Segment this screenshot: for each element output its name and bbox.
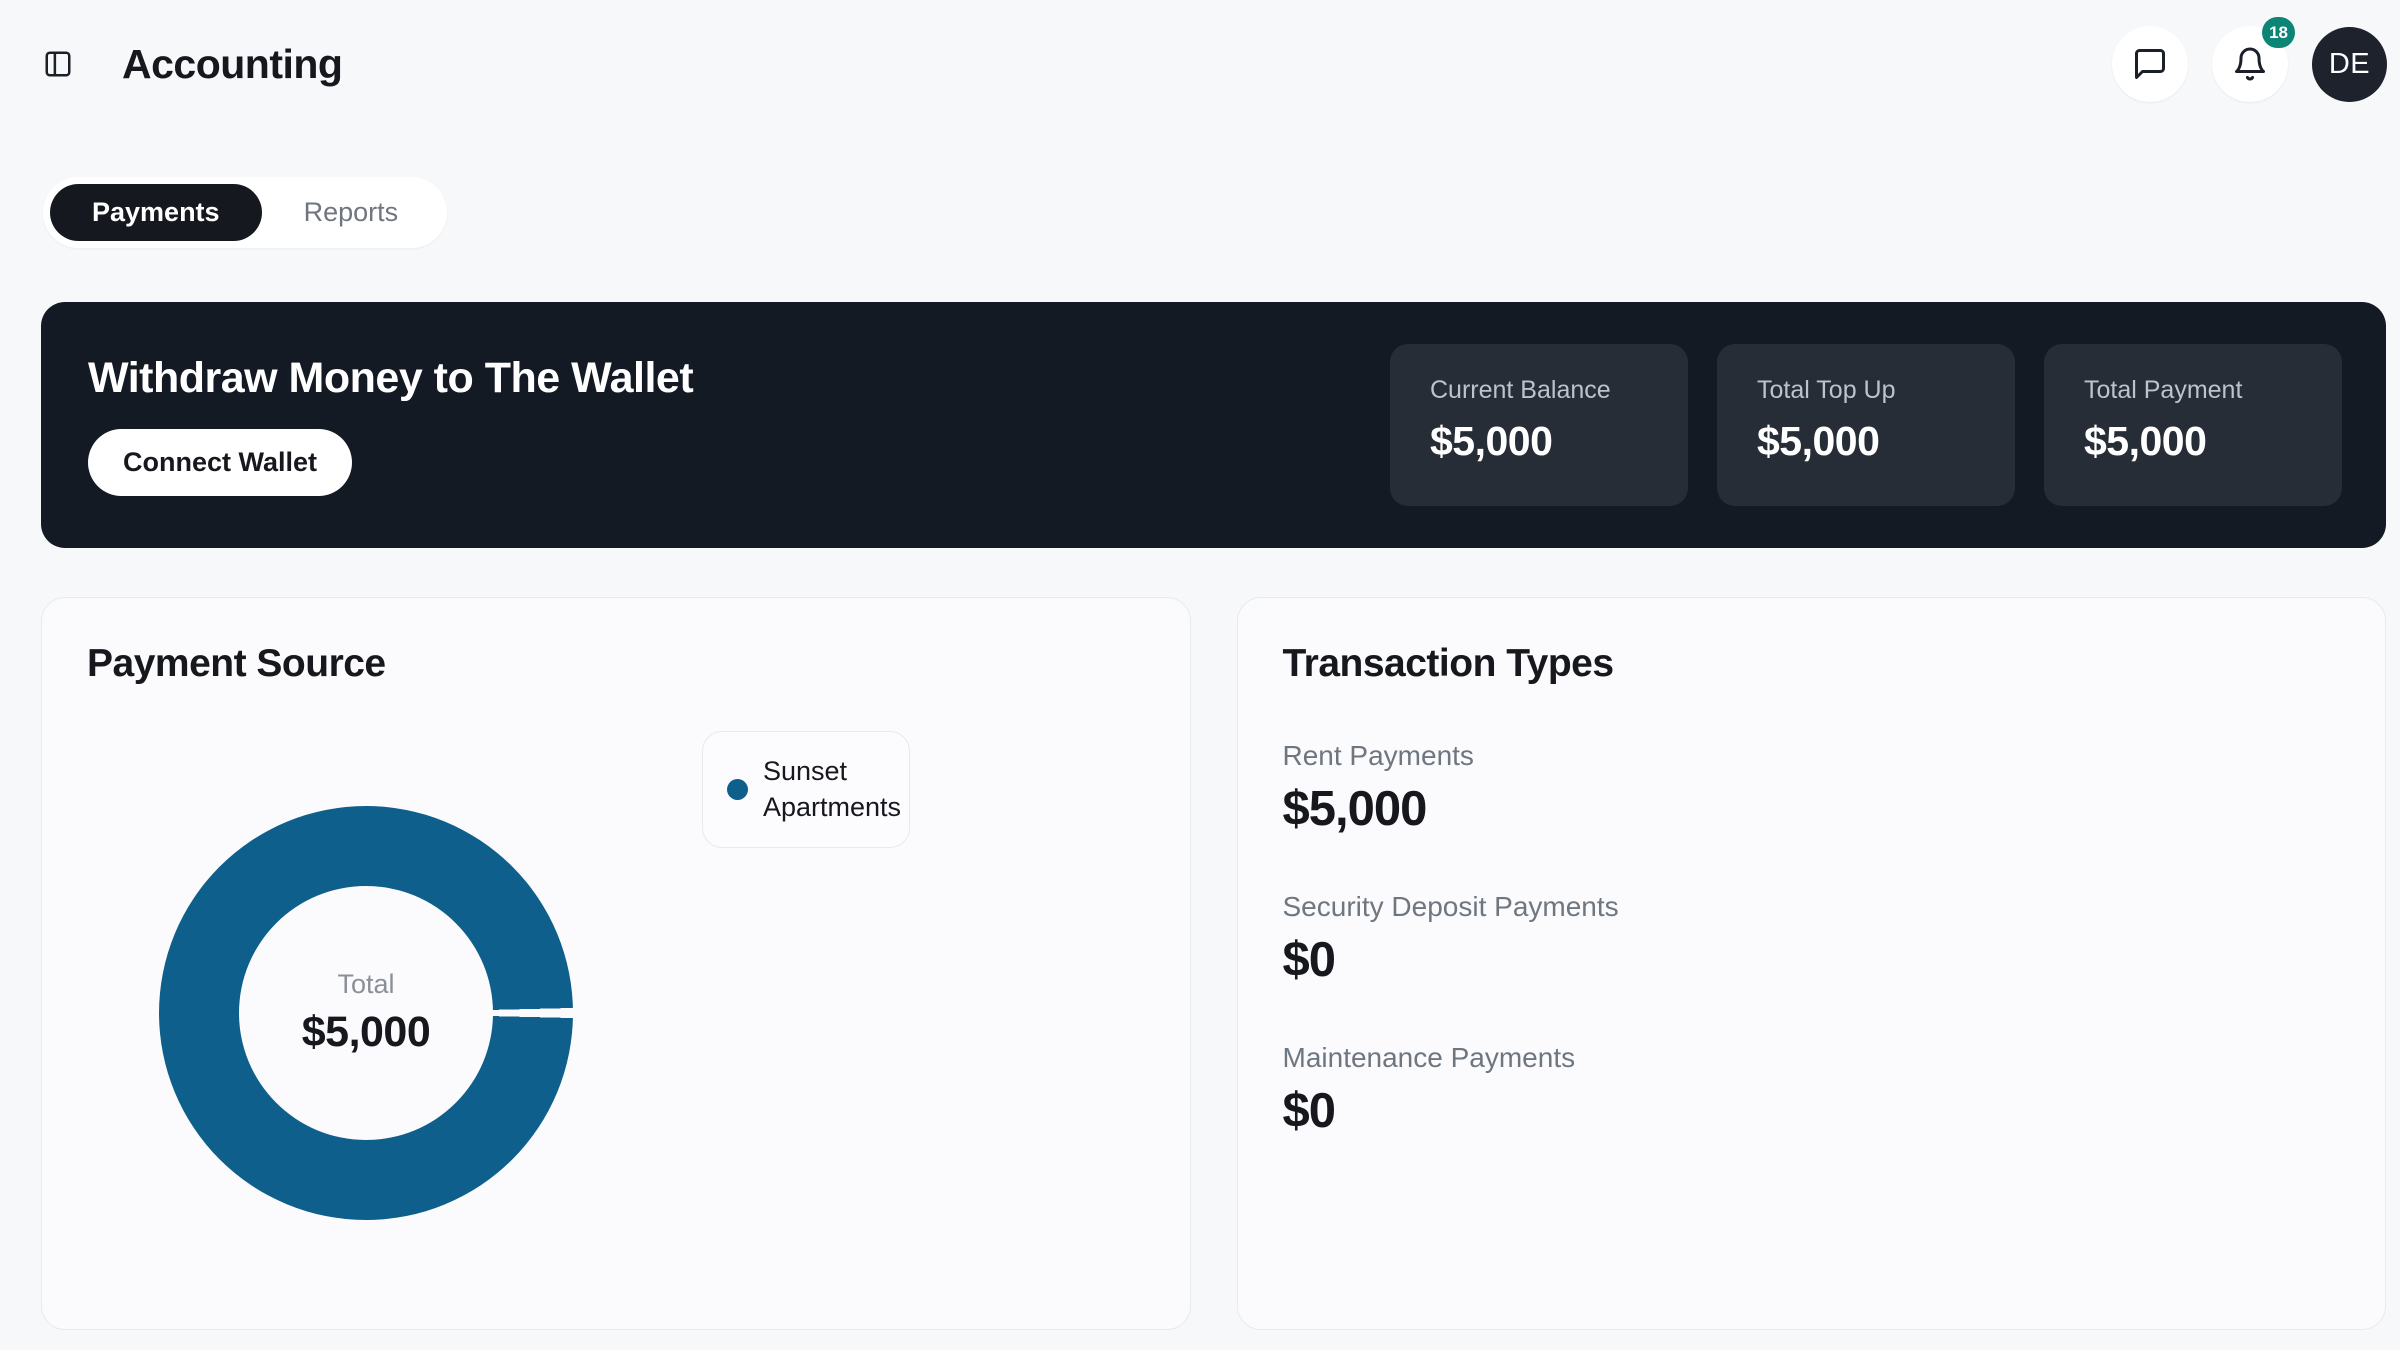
stat-card-total-payment: Total Payment $5,000 bbox=[2044, 344, 2342, 506]
header-actions: 18 DE bbox=[2112, 17, 2387, 102]
donut-center: Total $5,000 bbox=[239, 886, 493, 1140]
stat-value: $5,000 bbox=[1757, 418, 1880, 464]
payment-source-title: Payment Source bbox=[87, 642, 386, 685]
transaction-value: $0 bbox=[1282, 1084, 1337, 1138]
panel-left-icon bbox=[43, 49, 73, 79]
transaction-item-security-deposit: Security Deposit Payments $0 bbox=[1283, 891, 2341, 988]
transaction-item-rent: Rent Payments $5,000 bbox=[1283, 740, 2341, 837]
tab-reports[interactable]: Reports bbox=[262, 184, 441, 241]
donut-total-value: $5,000 bbox=[301, 1008, 431, 1056]
page-title: Accounting bbox=[122, 40, 343, 87]
cards-row: Payment Source Total $5,000 Sunset Apart… bbox=[41, 597, 2386, 1330]
chat-button[interactable] bbox=[2112, 26, 2188, 102]
transaction-types-title: Transaction Types bbox=[1282, 642, 1615, 685]
payment-source-donut-chart: Total $5,000 bbox=[159, 806, 573, 1220]
wallet-banner: Withdraw Money to The Wallet Connect Wal… bbox=[41, 302, 2386, 548]
transaction-label: Rent Payments bbox=[1282, 740, 1474, 771]
legend-item-sunset-apartments: Sunset Apartments bbox=[702, 731, 910, 849]
header-left: Accounting bbox=[40, 40, 343, 88]
user-avatar[interactable]: DE bbox=[2312, 26, 2387, 102]
stat-value: $5,000 bbox=[2084, 418, 2207, 464]
wallet-banner-content: Withdraw Money to The Wallet Connect Wal… bbox=[88, 354, 694, 496]
transaction-item-maintenance: Maintenance Payments $0 bbox=[1283, 1042, 2341, 1139]
header: Accounting 1 bbox=[0, 0, 2400, 102]
banner-title: Withdraw Money to The Wallet bbox=[88, 354, 694, 402]
tab-bar: Payments Reports bbox=[43, 177, 448, 248]
sidebar-toggle-button[interactable] bbox=[40, 46, 76, 82]
stat-value: $5,000 bbox=[1430, 418, 1553, 464]
transaction-value: $0 bbox=[1282, 933, 1337, 987]
banner-stats: Current Balance $5,000 Total Top Up $5,0… bbox=[1390, 344, 2342, 506]
transaction-label: Security Deposit Payments bbox=[1282, 891, 1619, 922]
notification-count-badge: 18 bbox=[2262, 17, 2295, 48]
notifications-wrapper: 18 bbox=[2212, 17, 2295, 102]
donut-total-label: Total bbox=[337, 969, 395, 999]
transaction-types-card: Transaction Types Rent Payments $5,000 S… bbox=[1236, 597, 2386, 1330]
tab-payments[interactable]: Payments bbox=[50, 184, 262, 241]
stat-card-total-top-up: Total Top Up $5,000 bbox=[1717, 344, 2015, 506]
bell-icon bbox=[2232, 46, 2268, 82]
legend-label: Sunset Apartments bbox=[763, 756, 902, 822]
chat-icon bbox=[2132, 46, 2168, 82]
connect-wallet-button[interactable]: Connect Wallet bbox=[88, 429, 353, 496]
stat-label: Total Payment bbox=[2084, 376, 2243, 404]
stat-card-current-balance: Current Balance $5,000 bbox=[1390, 344, 1688, 506]
transaction-value: $5,000 bbox=[1282, 782, 1428, 836]
legend-dot-icon bbox=[727, 779, 748, 801]
payment-source-card: Payment Source Total $5,000 Sunset Apart… bbox=[41, 597, 1191, 1330]
transaction-label: Maintenance Payments bbox=[1282, 1042, 1576, 1073]
stat-label: Current Balance bbox=[1430, 376, 1611, 404]
stat-label: Total Top Up bbox=[1757, 376, 1896, 404]
